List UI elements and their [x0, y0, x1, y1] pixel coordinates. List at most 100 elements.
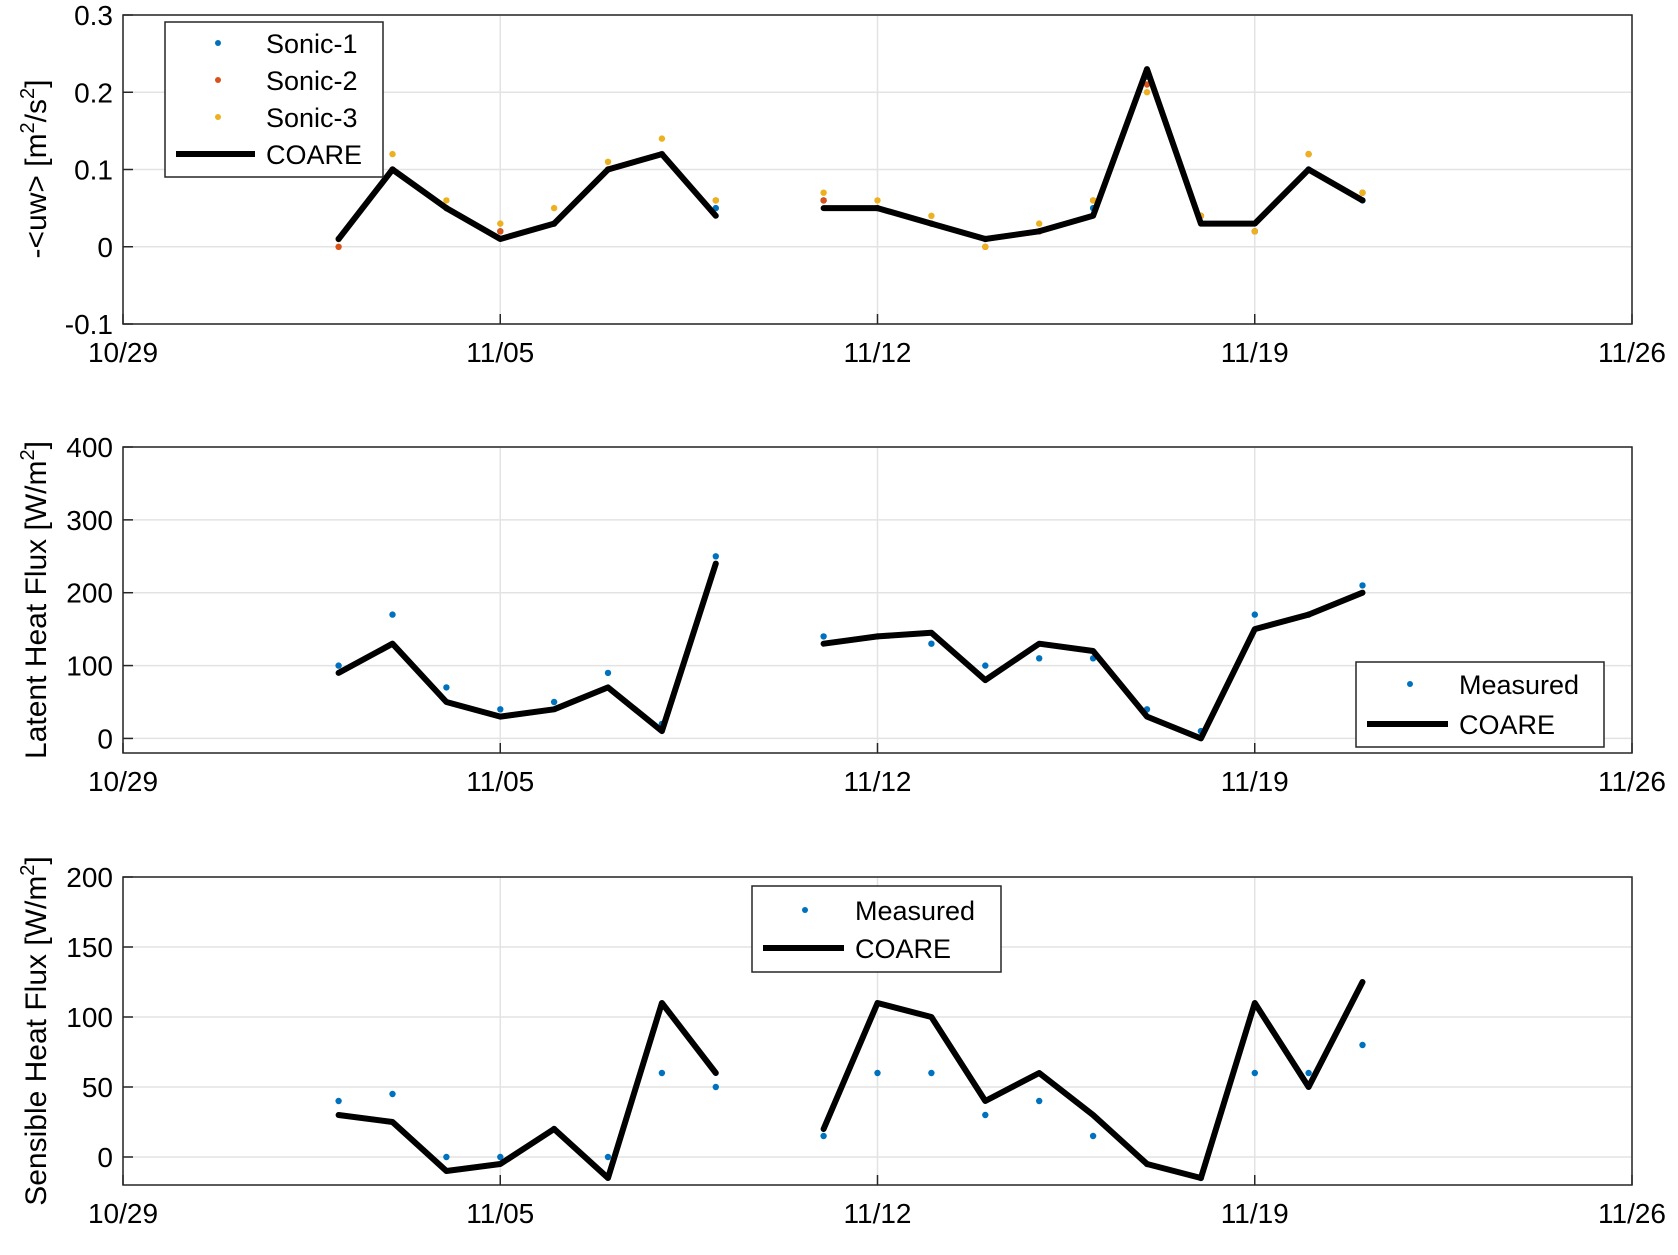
x-tick-label: 10/29: [88, 766, 158, 797]
data-point-measured: [658, 1069, 666, 1077]
data-point-sonic-3: [604, 158, 612, 165]
x-tick-label: 11/19: [1221, 1198, 1289, 1229]
y-tick-label: 0: [97, 232, 113, 263]
data-point-measured: [443, 1153, 450, 1161]
legend-label-measured: Measured: [1459, 670, 1579, 700]
data-point-measured: [712, 553, 719, 560]
y-tick-label: 150: [66, 932, 113, 963]
ticks: 10/29 11/05 11/12 11/19 11/26 -0.1 0 0.1 0.2 0.3: [65, 0, 1666, 368]
series-coare: [335, 979, 1366, 1181]
y-tick-label: 0.1: [74, 155, 113, 186]
data-point-measured: [712, 1083, 719, 1091]
y-tick-label: 0.2: [74, 77, 113, 108]
legend-label-coare: COARE: [855, 934, 951, 964]
data-point-measured: [928, 640, 935, 647]
series-layer: [335, 553, 1366, 742]
data-point-sonic-3: [1036, 220, 1043, 227]
y-axis-label: -<uw> [m2/s2]: [17, 80, 53, 259]
series-layer: [335, 979, 1366, 1182]
legend: Sonic-1 Sonic-2 Sonic-3 COARE: [164, 21, 384, 178]
legend-label-sonic-1: Sonic-1: [266, 29, 358, 59]
data-point-measured: [1305, 1069, 1312, 1077]
data-point-sonic-3: [874, 197, 881, 204]
data-point-sonic-3: [389, 150, 396, 158]
x-tick-label: 10/29: [88, 337, 158, 368]
data-point-sonic-3: [658, 135, 666, 142]
data-point-measured: [874, 1069, 881, 1077]
y-tick-label: 100: [66, 1002, 113, 1033]
sensible-heat-flux-panel: 10/29 11/05 11/12 11/19 11/26 0 50 100 150 200 Se…: [17, 856, 1666, 1229]
data-point-sonic-3: [1143, 89, 1151, 96]
data-point-measured: [389, 611, 396, 618]
y-tick-label: 200: [66, 862, 113, 893]
data-point-measured: [820, 633, 827, 640]
data-point-measured: [604, 669, 612, 677]
y-tick-label: 0: [97, 1142, 113, 1173]
data-point-measured: [1036, 1097, 1043, 1105]
data-point-sonic-2: [820, 197, 827, 204]
y-tick-label: 0: [97, 723, 113, 754]
series-coare: [335, 66, 1366, 242]
legend-label-coare: COARE: [266, 140, 362, 170]
legend: Measured COARE: [751, 885, 1002, 973]
legend-box: [1355, 661, 1605, 748]
data-point-measured: [1359, 582, 1366, 589]
data-point-measured: [497, 706, 504, 713]
ticks: 10/29 11/05 11/12 11/19 11/26 0 50 100 150 200: [66, 862, 1666, 1229]
data-point-sonic-3: [550, 204, 558, 212]
legend-marker-sonic-3: [215, 114, 221, 120]
data-point-sonic-3: [820, 189, 827, 196]
data-point-measured: [1251, 1069, 1259, 1077]
data-point-measured: [335, 662, 342, 669]
x-tick-label: 11/05: [466, 337, 534, 368]
legend-marker-measured: [1407, 681, 1413, 687]
series-coare: [335, 560, 1366, 742]
data-point-measured: [604, 1153, 612, 1161]
data-point-sonic-2: [497, 228, 504, 235]
x-tick-label: 11/26: [1598, 1198, 1666, 1229]
legend-box: [751, 885, 1002, 973]
series-line-coare: [335, 66, 1366, 242]
x-tick-label: 11/26: [1598, 766, 1666, 797]
y-tick-label: -0.1: [65, 309, 113, 340]
data-point-sonic-3: [1305, 150, 1312, 158]
x-tick-label: 11/19: [1221, 766, 1289, 797]
data-point-sonic-3: [497, 220, 504, 227]
data-point-measured: [335, 1097, 342, 1105]
data-point-sonic-3: [712, 197, 719, 204]
data-point-measured: [982, 1111, 989, 1119]
y-tick-label: 300: [66, 505, 113, 536]
legend-marker-measured: [802, 907, 808, 913]
data-point-sonic-3: [443, 197, 450, 204]
x-tick-label: 11/12: [844, 337, 912, 368]
data-point-measured: [982, 662, 989, 669]
x-tick-label: 11/19: [1221, 337, 1289, 368]
y-tick-label: 100: [66, 651, 113, 682]
data-point-measured: [389, 1090, 396, 1098]
legend: Measured COARE: [1355, 661, 1605, 748]
y-axis-label: Latent Heat Flux [W/m2]: [17, 441, 53, 759]
x-tick-label: 10/29: [88, 1198, 158, 1229]
x-tick-label: 11/05: [466, 766, 534, 797]
data-point-sonic-3: [1089, 197, 1097, 204]
series-layer: [335, 66, 1366, 250]
ticks: 10/29 11/05 11/12 11/19 11/26 0 100 200 300 400: [66, 432, 1666, 797]
data-point-measured: [550, 698, 558, 706]
data-point-measured: [443, 684, 450, 691]
data-point-sonic-2: [1143, 81, 1151, 88]
legend-label-measured: Measured: [855, 896, 975, 926]
y-tick-label: 200: [66, 578, 113, 609]
data-point-sonic-3: [1359, 189, 1366, 196]
legend-label-sonic-2: Sonic-2: [266, 66, 358, 96]
data-point-sonic-2: [335, 243, 342, 250]
legend-marker-sonic-2: [215, 77, 221, 83]
x-tick-label: 11/12: [844, 766, 912, 797]
data-point-sonic-3: [1251, 228, 1259, 235]
data-point-measured: [1251, 611, 1259, 618]
data-point-measured: [1089, 1132, 1097, 1140]
legend-label-coare: COARE: [1459, 710, 1555, 740]
y-tick-label: 50: [82, 1072, 113, 1103]
data-point-sonic-3: [928, 212, 935, 219]
